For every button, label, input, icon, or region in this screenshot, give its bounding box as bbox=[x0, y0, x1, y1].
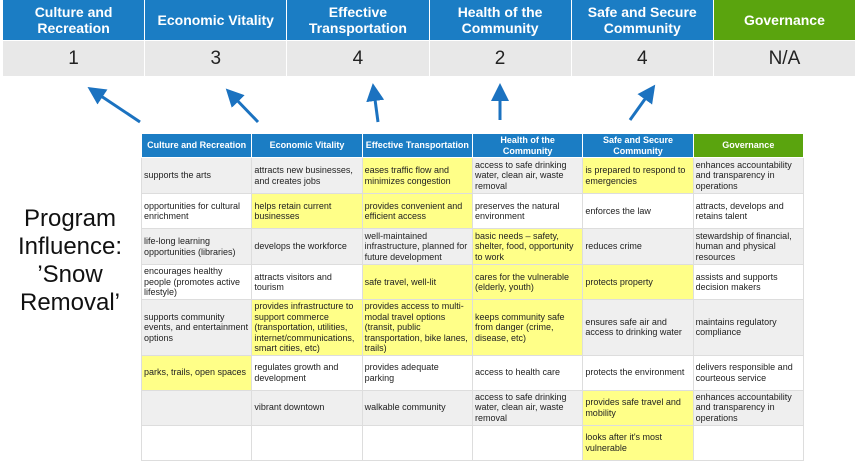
table-cell: provides safe travel and mobility bbox=[582, 389, 694, 426]
table-cell: eases traffic flow and minimizes congest… bbox=[361, 157, 473, 194]
table-cell: life-long learning opportunities (librar… bbox=[140, 228, 253, 265]
table-cell: provides access to multi-modal travel op… bbox=[361, 299, 473, 356]
table-cell: supports the arts bbox=[140, 157, 253, 194]
table-cell: attracts new businesses, and creates job… bbox=[251, 157, 363, 194]
arrow-icon bbox=[87, 87, 141, 124]
table-cell: opportunities for cultural enrichment bbox=[140, 193, 253, 229]
table-cell: vibrant downtown bbox=[251, 389, 363, 426]
summary-header: Health of the Community bbox=[429, 0, 572, 40]
table-cell bbox=[140, 424, 253, 461]
summary-value: N/A bbox=[713, 40, 856, 76]
table-cell: access to safe drinking water, clean air… bbox=[471, 157, 584, 194]
table-cell: access to safe drinking water, clean air… bbox=[471, 389, 584, 426]
summary-value: 1 bbox=[3, 40, 146, 76]
summary-grid: Culture and Recreation 1 Economic Vitality… bbox=[3, 0, 856, 76]
table-cell: provides convenient and efficient access bbox=[361, 193, 473, 229]
table-cell: keeps community safe from danger (crime,… bbox=[471, 299, 584, 356]
summary-value: 4 bbox=[287, 40, 430, 76]
table-cell: delivers responsible and courteous servi… bbox=[692, 354, 805, 391]
table-cell: maintains regulatory compliance bbox=[692, 299, 805, 356]
column-header: Health of the Community bbox=[471, 133, 584, 158]
arrow-icon bbox=[225, 88, 260, 124]
table-cell bbox=[140, 389, 253, 426]
table-cell: encourages healthy people (promotes acti… bbox=[140, 264, 253, 300]
table-cell: regulates growth and development bbox=[251, 354, 363, 391]
table-cell: attracts visitors and tourism bbox=[251, 264, 363, 300]
table-cell: access to health care bbox=[471, 354, 584, 391]
table-cell: walkable community bbox=[361, 389, 473, 426]
arrow-icon bbox=[628, 84, 656, 121]
table-cell: safe travel, well-lit bbox=[361, 264, 473, 300]
arrow-icon bbox=[366, 83, 385, 123]
table-cell bbox=[692, 424, 805, 461]
table-cell bbox=[251, 424, 363, 461]
table-cell: ensures safe air and access to drinking … bbox=[582, 299, 694, 356]
table-row: encourages healthy people (promotes acti… bbox=[140, 264, 805, 300]
table-cell: supports community events, and entertain… bbox=[140, 299, 253, 356]
table-cell: provides infrastructure to support comme… bbox=[251, 299, 363, 356]
summary-header: Economic Vitality bbox=[145, 0, 288, 40]
table-cell: looks after it's most vulnerable bbox=[582, 424, 694, 461]
table-cell: attracts, develops and retains talent bbox=[692, 193, 805, 229]
program-influence-label: Program Influence: ’Snow Removal’ bbox=[17, 205, 123, 316]
table-cell: develops the workforce bbox=[251, 228, 363, 265]
table-cell: stewardship of financial, human and phys… bbox=[692, 228, 805, 265]
column-header: Culture and Recreation bbox=[140, 133, 253, 158]
table-cell bbox=[471, 424, 584, 461]
summary-header: Culture and Recreation bbox=[3, 0, 146, 40]
summary-value: 3 bbox=[145, 40, 288, 76]
column-header: Effective Transportation bbox=[361, 133, 473, 158]
table-row: looks after it's most vulnerable bbox=[140, 424, 805, 461]
table-cell: is prepared to respond to emergencies bbox=[582, 157, 694, 194]
influence-table: Culture and Recreation Economic Vitality E… bbox=[140, 133, 805, 461]
table-cell: assists and supports decision makers bbox=[692, 264, 805, 300]
summary-header: Governance bbox=[713, 0, 856, 40]
summary-value: 4 bbox=[571, 40, 714, 76]
table-cell: cares for the vulnerable (elderly, youth… bbox=[471, 264, 584, 300]
column-header: Economic Vitality bbox=[251, 133, 363, 158]
table-cell: well-maintained infrastructure, planned … bbox=[361, 228, 473, 265]
table-row: life-long learning opportunities (librar… bbox=[140, 228, 805, 265]
table-cell: enhances accountability and transparency… bbox=[692, 157, 805, 194]
summary-value: 2 bbox=[429, 40, 572, 76]
summary-header: Effective Transportation bbox=[287, 0, 430, 40]
table-row: vibrant downtown walkable community access… bbox=[140, 389, 805, 426]
table-cell: protects property bbox=[582, 264, 694, 300]
table-row: supports community events, and entertain… bbox=[140, 299, 805, 356]
table-row: supports the arts attracts new businesses… bbox=[140, 157, 805, 194]
table-cell: enhances accountability and transparency… bbox=[692, 389, 805, 426]
column-header: Governance bbox=[692, 133, 805, 158]
summary-header: Safe and Secure Community bbox=[571, 0, 714, 40]
